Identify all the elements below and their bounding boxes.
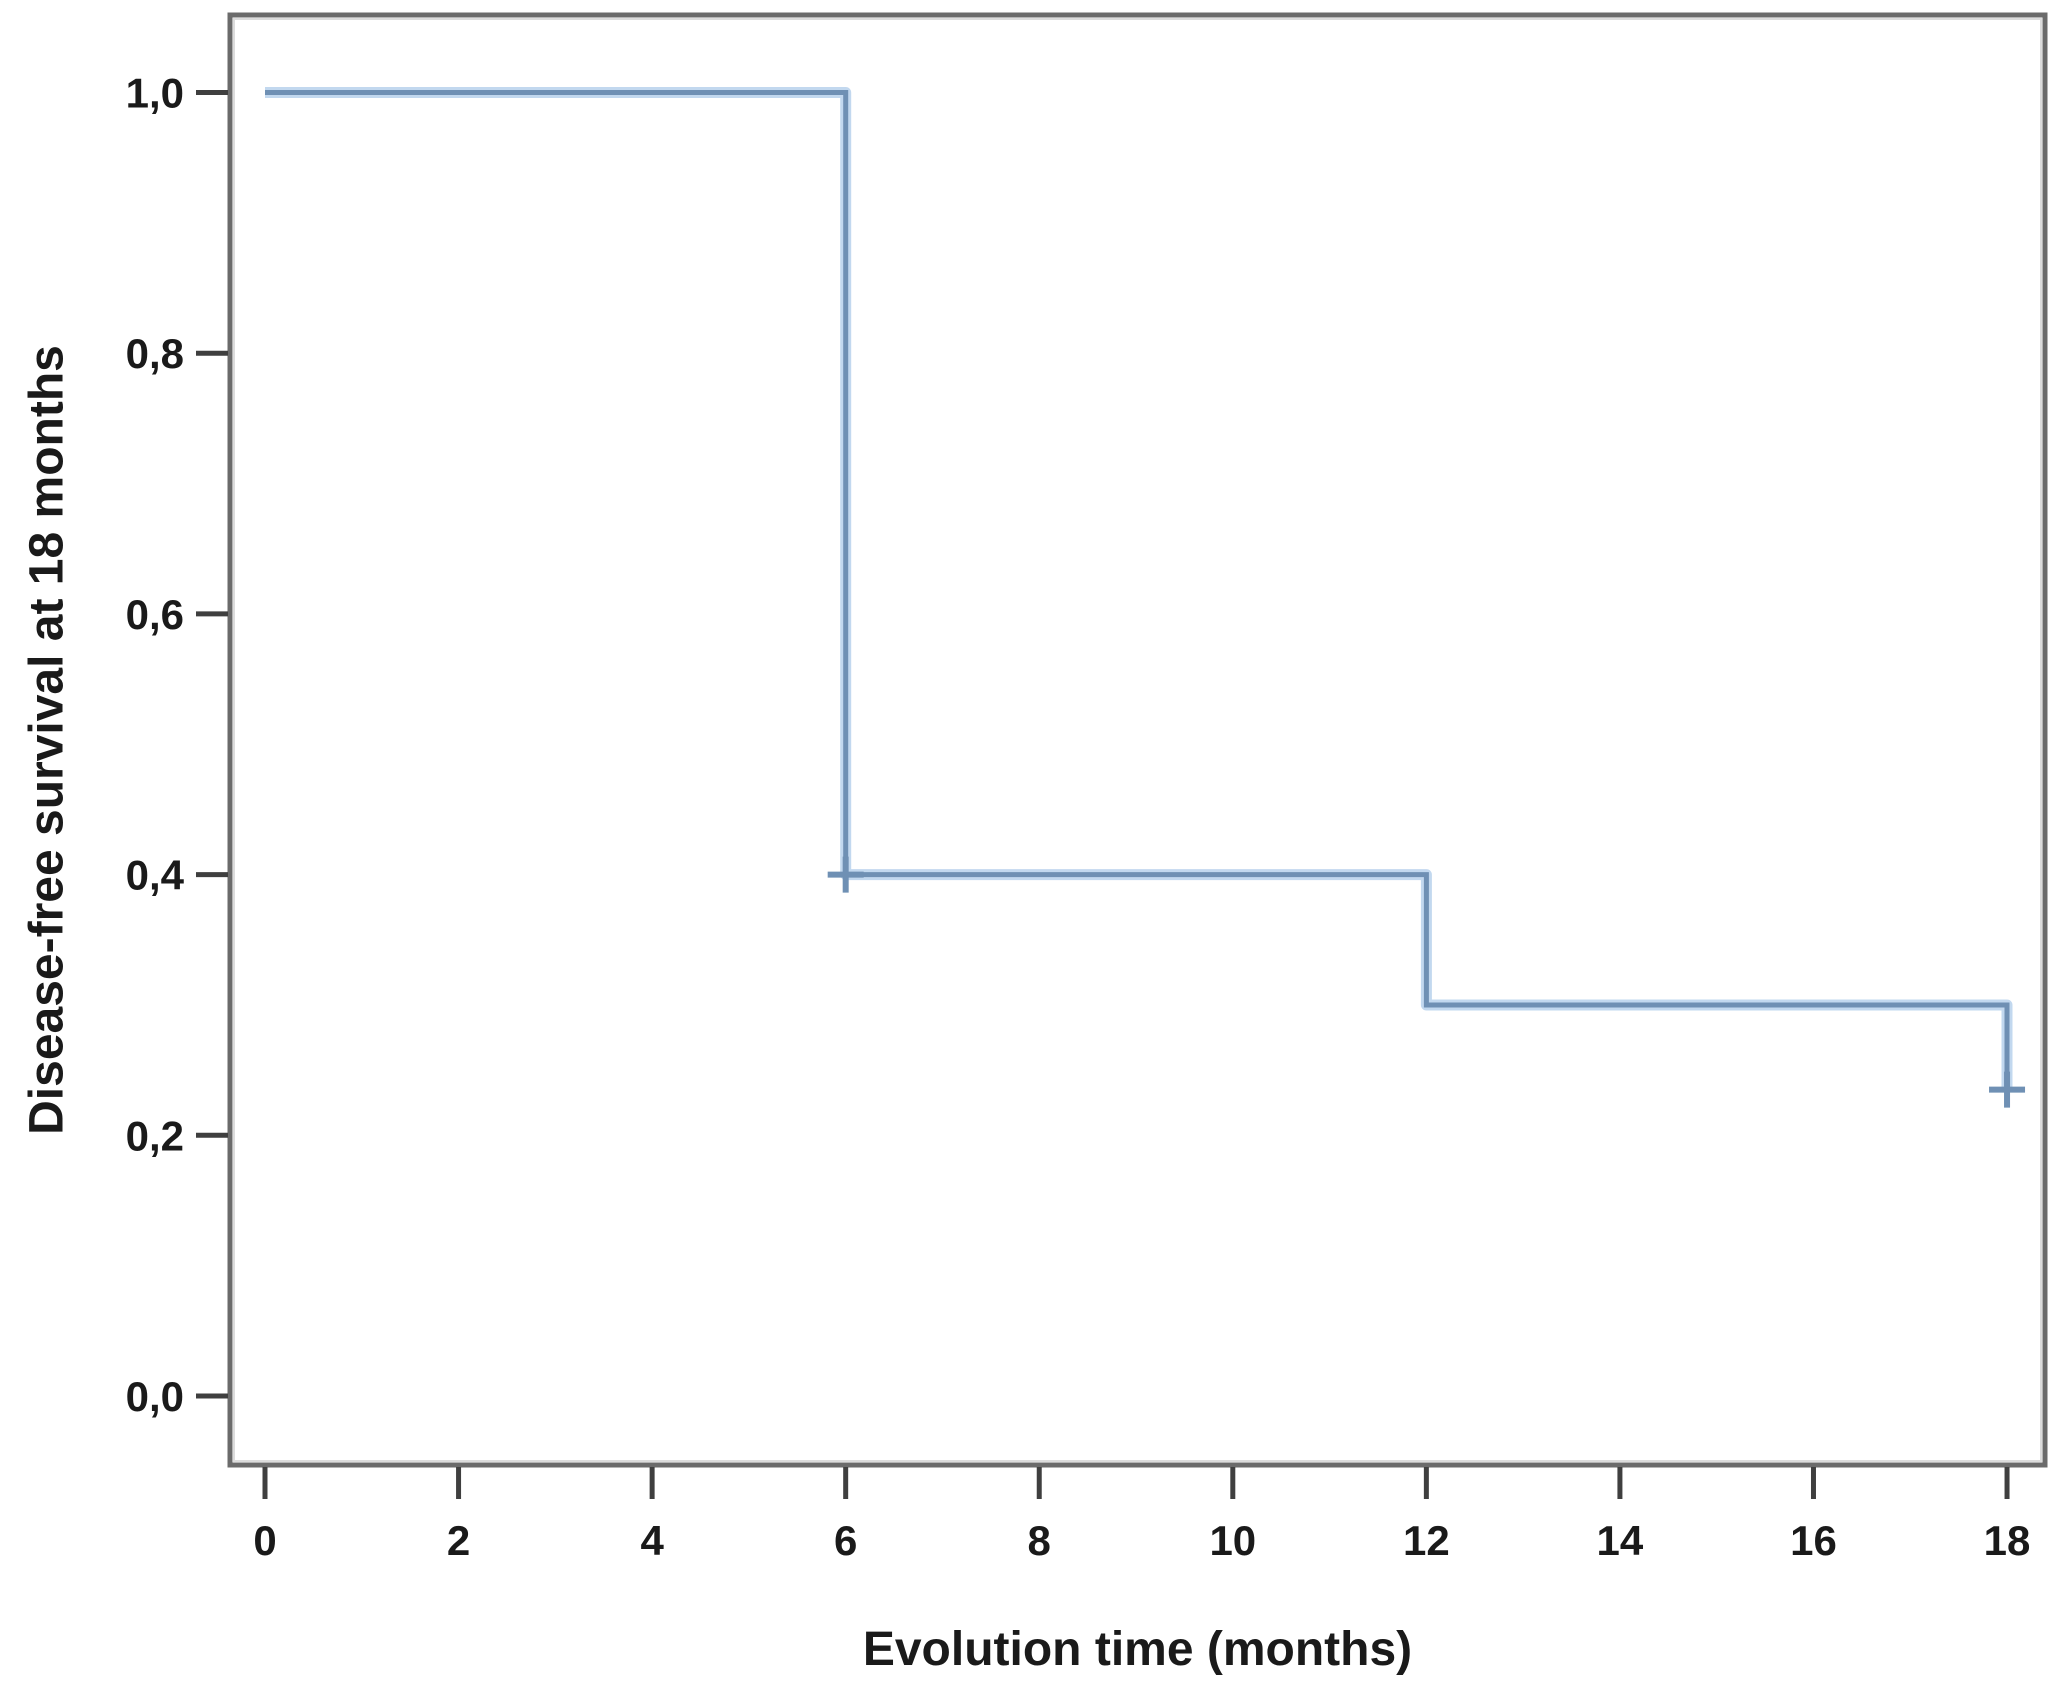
plot-frame	[227, 12, 2048, 1468]
x-axis-tick-label: 6	[834, 1517, 857, 1564]
x-axis-tick-label: 8	[1028, 1517, 1051, 1564]
y-axis-title: Disease-free survival at 18 months	[20, 345, 74, 1135]
y-axis-tick-label: 0,2	[126, 1112, 184, 1159]
x-axis-tick-label: 18	[1984, 1517, 2031, 1564]
y-axis-tick-label: 0,0	[126, 1373, 184, 1420]
survival-curve-halo	[265, 87, 2013, 1090]
x-axis-title: Evolution time (months)	[862, 1623, 1413, 1676]
survival-curve	[265, 90, 2010, 1090]
y-axis-tick-label: 0,8	[126, 330, 184, 377]
x-axis-tick-label: 4	[640, 1517, 664, 1564]
plot-frame-highlight	[233, 18, 2042, 1462]
x-axis-tick-label: 2	[447, 1517, 470, 1564]
x-axis-tick-label: 16	[1790, 1517, 1837, 1564]
x-axis-tick-label: 10	[1209, 1517, 1256, 1564]
x-axis-tick-label: 12	[1403, 1517, 1450, 1564]
y-axis-tick-label: 1,0	[126, 70, 184, 117]
y-axis-tick-label: 0,6	[126, 591, 184, 638]
y-axis-tick-label: 0,4	[126, 852, 185, 899]
x-axis-tick-label: 0	[253, 1517, 276, 1564]
x-axis-tick-label: 14	[1597, 1517, 1644, 1564]
